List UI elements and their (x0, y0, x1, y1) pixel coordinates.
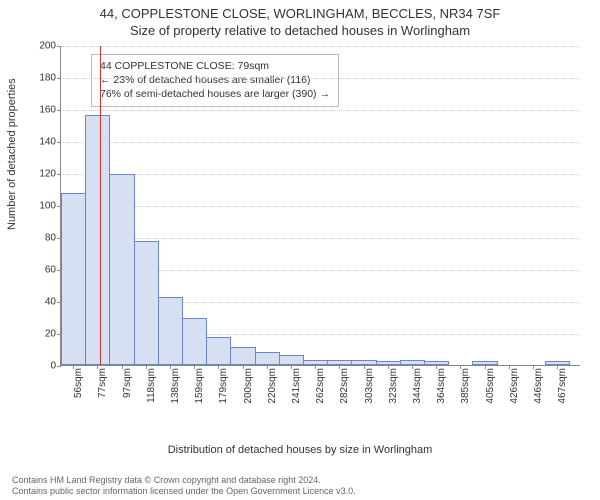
x-tick-label: 241sqm (291, 368, 302, 408)
y-tick-label: 20 (26, 329, 56, 340)
y-tick-label: 40 (26, 297, 56, 308)
chart-container: 44, COPPLESTONE CLOSE, WORLINGHAM, BECCL… (0, 0, 600, 500)
y-tick-label: 140 (26, 137, 56, 148)
y-tick-mark (57, 142, 61, 143)
x-axis-label: Distribution of detached houses by size … (0, 444, 600, 456)
y-tick-label: 180 (26, 73, 56, 84)
histogram-bar (158, 297, 183, 365)
x-tick-label: 323sqm (388, 368, 399, 408)
y-tick-mark (57, 366, 61, 367)
histogram-bar (85, 115, 110, 365)
footer-line1: Contains HM Land Registry data © Crown c… (12, 475, 356, 486)
x-tick-label: 344sqm (412, 368, 423, 408)
x-tick-label: 446sqm (533, 368, 544, 408)
y-tick-label: 160 (26, 105, 56, 116)
marker-line (100, 46, 101, 365)
histogram-bar (109, 174, 134, 365)
histogram-bar (182, 318, 207, 365)
annotation-box: 44 COPPLESTONE CLOSE: 79sqm ← 23% of det… (91, 54, 339, 107)
x-tick-label: 159sqm (194, 368, 205, 408)
x-tick-label: 467sqm (557, 368, 568, 408)
y-tick-label: 0 (26, 361, 56, 372)
y-axis-label: Number of detached properties (6, 78, 18, 230)
y-tick-label: 60 (26, 265, 56, 276)
histogram-bar (61, 193, 86, 365)
x-tick-label: 138sqm (170, 368, 181, 408)
histogram-bar (206, 337, 231, 365)
x-tick-label: 179sqm (218, 368, 229, 408)
title-address: 44, COPPLESTONE CLOSE, WORLINGHAM, BECCL… (0, 6, 600, 21)
histogram-bar (255, 352, 280, 365)
x-tick-label: 262sqm (315, 368, 326, 408)
gridline (61, 110, 580, 111)
y-tick-mark (57, 78, 61, 79)
y-tick-label: 120 (26, 169, 56, 180)
titles: 44, COPPLESTONE CLOSE, WORLINGHAM, BECCL… (0, 0, 600, 38)
x-tick-label: 118sqm (146, 368, 157, 408)
x-tick-label: 200sqm (243, 368, 254, 408)
x-tick-label: 303sqm (364, 368, 375, 408)
y-tick-mark (57, 174, 61, 175)
gridline (61, 206, 580, 207)
histogram-bar (279, 355, 304, 365)
gridline (61, 78, 580, 79)
gridline (61, 238, 580, 239)
x-tick-label: 364sqm (436, 368, 447, 408)
x-tick-label: 426sqm (509, 368, 520, 408)
y-tick-label: 80 (26, 233, 56, 244)
histogram-bar (134, 241, 159, 365)
x-tick-label: 77sqm (97, 368, 108, 408)
title-subtitle: Size of property relative to detached ho… (0, 23, 600, 38)
x-tick-label: 56sqm (73, 368, 84, 408)
histogram-bar (230, 347, 255, 365)
annotation-line3: 76% of semi-detached houses are larger (… (100, 87, 330, 101)
x-tick-label: 385sqm (460, 368, 471, 408)
plot-area: 44 COPPLESTONE CLOSE: 79sqm ← 23% of det… (60, 46, 580, 406)
gridline (61, 142, 580, 143)
x-tick-label: 282sqm (339, 368, 350, 408)
x-tick-label: 97sqm (122, 368, 133, 408)
gridline (61, 174, 580, 175)
gridline (61, 46, 580, 47)
y-tick-label: 200 (26, 41, 56, 52)
annotation-line1: 44 COPPLESTONE CLOSE: 79sqm (100, 59, 330, 73)
y-tick-mark (57, 110, 61, 111)
footer: Contains HM Land Registry data © Crown c… (12, 475, 356, 498)
footer-line2: Contains public sector information licen… (12, 486, 356, 497)
y-tick-mark (57, 46, 61, 47)
plot: 44 COPPLESTONE CLOSE: 79sqm ← 23% of det… (60, 46, 580, 366)
x-tick-label: 220sqm (267, 368, 278, 408)
x-tick-label: 405sqm (485, 368, 496, 408)
y-tick-label: 100 (26, 201, 56, 212)
annotation-line2: ← 23% of detached houses are smaller (11… (100, 73, 330, 87)
